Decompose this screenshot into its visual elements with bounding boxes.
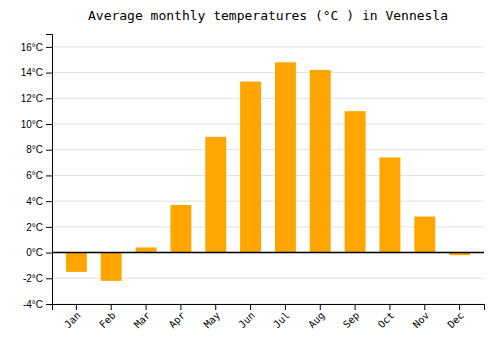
tick: 6°C	[26, 170, 52, 181]
tick-label: Jan	[62, 310, 83, 331]
tick-label: 14°C	[21, 67, 43, 78]
tick: Mar	[132, 304, 153, 330]
grid-line	[52, 124, 484, 125]
bar	[310, 70, 331, 253]
tick-label: 8°C	[26, 144, 43, 155]
tick-mark	[46, 98, 52, 99]
tick-mark	[355, 304, 356, 310]
chart: -4°C -2°C 0°C 2°C 4°C 6°C 8°C 10°C 12°C 14°C 16°C J…	[0, 0, 500, 350]
bar	[345, 111, 366, 252]
tick-label: Jul	[271, 310, 292, 331]
tick: Jun	[236, 304, 257, 330]
tick-label: Nov	[411, 310, 432, 331]
y-axis: -4°C -2°C 0°C 2°C 4°C 6°C 8°C 10°C 12°C 14°C 16°C	[21, 35, 53, 310]
grid-line	[52, 98, 484, 99]
tick-mark	[46, 278, 52, 279]
tick-label: Feb	[97, 310, 118, 331]
axis-line	[53, 305, 485, 311]
tick-label: Dec	[445, 310, 466, 331]
tick: Apr	[167, 304, 188, 330]
x-axis: Jan Feb Mar Apr May Jun Jul Aug Sep Oct Nov Dec	[53, 304, 485, 330]
tick-label: -4°C	[23, 299, 43, 310]
grid-line	[52, 149, 484, 150]
bar	[414, 217, 435, 253]
tick-mark	[424, 304, 425, 310]
tick: 2°C	[26, 222, 52, 233]
tick: -2°C	[23, 273, 52, 284]
tick-mark	[46, 73, 52, 74]
tick-mark	[46, 150, 52, 151]
tick: 16°C	[21, 42, 52, 53]
tick-mark	[46, 124, 52, 125]
plot: -4°C -2°C 0°C 2°C 4°C 6°C 8°C 10°C 12°C 14°C 16°C J…	[21, 35, 485, 331]
tick: 8°C	[26, 144, 52, 155]
tick-mark	[46, 175, 52, 176]
tick-label: Apr	[167, 310, 188, 331]
tick-mark	[320, 304, 321, 310]
chart-container: -4°C -2°C 0°C 2°C 4°C 6°C 8°C 10°C 12°C 14°C 16°C J…	[0, 0, 500, 350]
bar	[379, 157, 400, 252]
tick: Dec	[445, 304, 466, 330]
tick: 4°C	[26, 196, 52, 207]
tick: Sep	[341, 304, 362, 330]
tick-label: Oct	[376, 310, 397, 331]
grid-line	[52, 175, 484, 176]
bar	[101, 253, 122, 281]
tick-mark	[46, 304, 52, 305]
tick-label: 10°C	[21, 119, 43, 130]
tick-label: May	[202, 310, 223, 331]
tick-label: 4°C	[26, 196, 43, 207]
tick-mark	[146, 304, 147, 310]
tick-label: Mar	[132, 310, 153, 331]
tick-label: 0°C	[26, 247, 43, 258]
bar	[275, 62, 296, 252]
tick-mark	[250, 304, 251, 310]
title: Average monthly temperatures (°C ) in Ve…	[88, 8, 448, 23]
tick: Jul	[271, 304, 292, 330]
grid-line	[52, 201, 484, 202]
bar	[170, 205, 191, 253]
tick-mark	[46, 201, 52, 202]
bars	[66, 62, 470, 281]
tick-mark	[46, 227, 52, 228]
tick: Aug	[306, 304, 327, 330]
tick: Oct	[376, 304, 397, 330]
tick-mark	[76, 304, 77, 310]
tick-label: 12°C	[21, 93, 43, 104]
tick: May	[202, 304, 223, 330]
grid-line	[52, 46, 484, 47]
tick-mark	[180, 304, 181, 310]
tick-label: 2°C	[26, 222, 43, 233]
tick-mark	[285, 304, 286, 310]
tick-mark	[111, 304, 112, 310]
tick-label: -2°C	[23, 273, 43, 284]
tick-label: 6°C	[26, 170, 43, 181]
tick: Jan	[62, 304, 83, 330]
tick-label: Jun	[236, 310, 257, 331]
tick-label: Aug	[306, 310, 327, 331]
tick: Nov	[411, 304, 432, 330]
tick: Feb	[97, 304, 118, 330]
tick: 14°C	[21, 67, 52, 78]
axis-line	[46, 35, 53, 305]
tick-mark	[215, 304, 216, 310]
grid	[52, 47, 484, 304]
tick: -4°C	[23, 299, 52, 310]
grid-line	[52, 72, 484, 73]
zero-line	[52, 252, 484, 254]
tick-label: 16°C	[21, 42, 43, 53]
tick: 10°C	[21, 119, 52, 130]
bar	[66, 253, 87, 272]
tick-mark	[46, 47, 52, 48]
tick-label: Sep	[341, 310, 362, 331]
tick: 12°C	[21, 93, 52, 104]
tick: 0°C	[26, 247, 52, 258]
bar	[136, 247, 157, 252]
tick-mark	[46, 253, 52, 254]
tick-mark	[389, 304, 390, 310]
tick-mark	[459, 304, 460, 310]
bar	[240, 82, 261, 253]
bar	[205, 137, 226, 253]
grid-line	[52, 252, 484, 253]
